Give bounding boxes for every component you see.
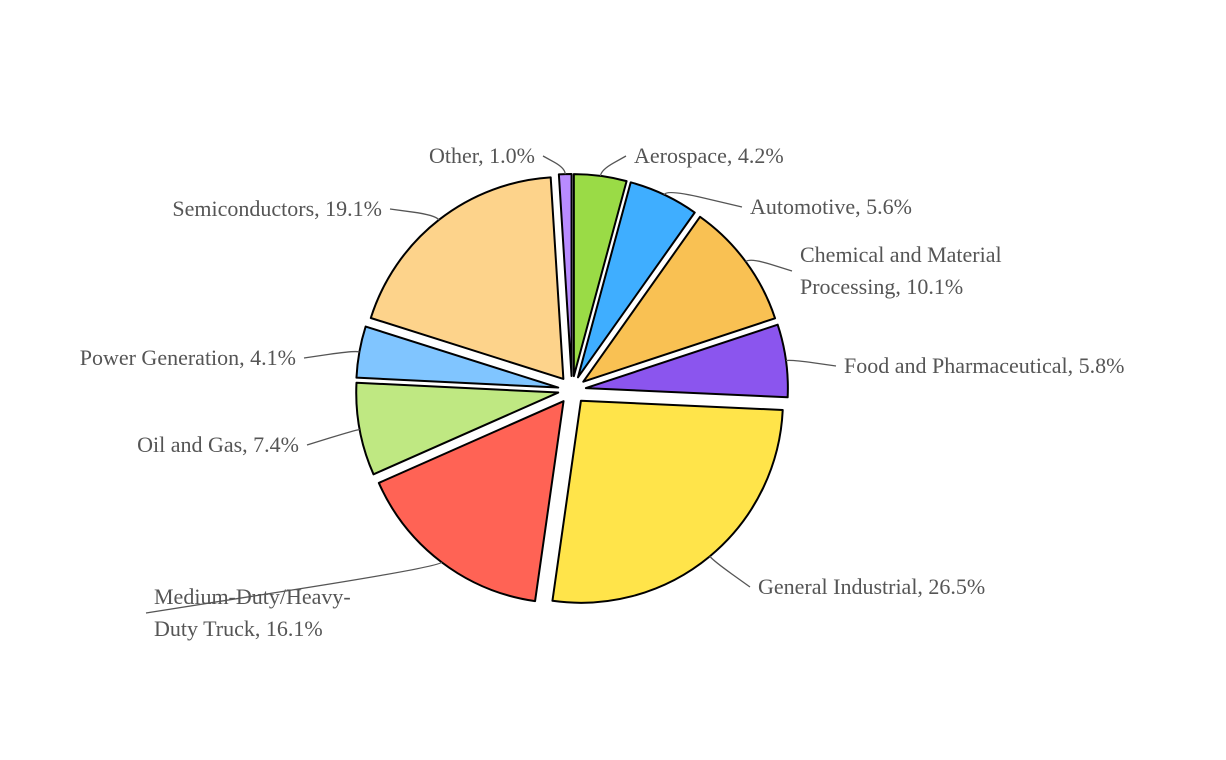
leader-line-oil-and-gas: [306, 428, 360, 446]
pie-slice-semiconductors: [369, 176, 565, 380]
leader-line-chemical-and-material-processing: [745, 259, 793, 272]
slice-label-aerospace: Aerospace, 4.2%: [634, 143, 784, 168]
pie-slice-chemical-and-material-processing: [582, 215, 777, 383]
pie-slice-medium-duty-heavy-duty-truck: [377, 400, 565, 603]
slice-label-automotive: Automotive, 5.6%: [750, 194, 912, 219]
leader-line-aerospace: [599, 155, 627, 177]
slice-label-chemical-and-material-processing: Chemical and Material Processing, 10.1%: [800, 242, 1002, 299]
slice-label-general-industrial: General Industrial, 26.5%: [758, 574, 985, 599]
pie-slice-aerospace: [572, 173, 628, 378]
slice-labels: Aerospace, 4.2% Automotive, 5.6% Chemical …: [80, 143, 1125, 641]
pie-slice-power-generation: [355, 325, 560, 389]
pie-slice-oil-and-gas: [355, 381, 560, 476]
pie-slices: [355, 173, 789, 604]
leader-lines: [145, 155, 837, 614]
pie-slice-food-and-pharmaceutical: [584, 323, 789, 399]
leader-line-other: [542, 155, 566, 175]
leader-line-food-and-pharmaceutical: [785, 359, 837, 367]
leader-line-power-generation: [303, 350, 360, 359]
leader-line-automotive: [663, 191, 743, 208]
pie-slice-general-industrial: [551, 399, 784, 604]
slice-label-other: Other, 1.0%: [429, 143, 535, 168]
slice-label-power-generation: Power Generation, 4.1%: [80, 345, 296, 370]
pie-slice-automotive: [576, 181, 696, 379]
slice-label-food-and-pharmaceutical: Food and Pharmaceutical, 5.8%: [844, 353, 1124, 378]
leader-line-semiconductors: [389, 208, 440, 221]
slice-label-semiconductors: Semiconductors, 19.1%: [172, 196, 382, 221]
leader-line-medium-duty-heavy-duty-truck: [145, 561, 443, 614]
leader-line-general-industrial: [709, 555, 751, 588]
slice-label-oil-and-gas: Oil and Gas, 7.4%: [137, 432, 299, 457]
slice-label-medium-duty-heavy-duty-truck: Medium-Duty/Heavy-Duty Truck, 16.1%: [154, 584, 351, 641]
